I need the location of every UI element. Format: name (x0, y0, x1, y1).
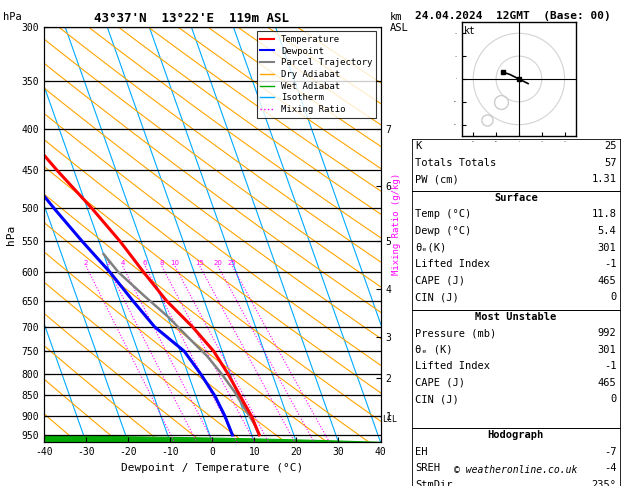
Text: 4: 4 (121, 260, 125, 266)
Text: Surface: Surface (494, 193, 538, 203)
Text: -4: -4 (604, 463, 616, 473)
Text: kt: kt (464, 26, 476, 36)
Y-axis label: hPa: hPa (6, 225, 16, 244)
Text: Temp (°C): Temp (°C) (415, 209, 471, 220)
Text: 6: 6 (143, 260, 147, 266)
Text: Lifted Index: Lifted Index (415, 259, 490, 269)
Text: 1.31: 1.31 (591, 174, 616, 185)
Text: 5.4: 5.4 (598, 226, 616, 236)
Text: Most Unstable: Most Unstable (475, 312, 557, 322)
Text: K: K (415, 141, 421, 152)
Text: Mixing Ratio (g/kg): Mixing Ratio (g/kg) (392, 173, 401, 275)
Text: StmDir: StmDir (415, 480, 453, 486)
Text: Lifted Index: Lifted Index (415, 361, 490, 371)
Text: CAPE (J): CAPE (J) (415, 378, 465, 388)
Text: 465: 465 (598, 276, 616, 286)
Text: 15: 15 (196, 260, 204, 266)
Text: Dewp (°C): Dewp (°C) (415, 226, 471, 236)
Text: Totals Totals: Totals Totals (415, 158, 496, 168)
Text: θₑ (K): θₑ (K) (415, 345, 453, 355)
Text: 2: 2 (84, 260, 88, 266)
Text: -1: -1 (604, 259, 616, 269)
Text: 992: 992 (598, 328, 616, 338)
Text: © weatheronline.co.uk: © weatheronline.co.uk (454, 465, 577, 475)
Text: LCL: LCL (382, 415, 397, 424)
Text: 25: 25 (604, 141, 616, 152)
Text: θₑ(K): θₑ(K) (415, 243, 447, 253)
Text: -1: -1 (604, 361, 616, 371)
Text: -7: -7 (604, 447, 616, 457)
Text: SREH: SREH (415, 463, 440, 473)
X-axis label: Dewpoint / Temperature (°C): Dewpoint / Temperature (°C) (121, 463, 303, 473)
Text: 20: 20 (213, 260, 223, 266)
Text: 465: 465 (598, 378, 616, 388)
Text: 11.8: 11.8 (591, 209, 616, 220)
Text: hPa: hPa (3, 12, 22, 22)
Text: 10: 10 (170, 260, 179, 266)
Text: ASL: ASL (390, 23, 409, 33)
Text: 301: 301 (598, 243, 616, 253)
Text: 25: 25 (228, 260, 237, 266)
Text: 235°: 235° (591, 480, 616, 486)
Legend: Temperature, Dewpoint, Parcel Trajectory, Dry Adiabat, Wet Adiabat, Isotherm, Mi: Temperature, Dewpoint, Parcel Trajectory… (257, 31, 376, 118)
Text: Hodograph: Hodograph (487, 430, 544, 440)
Text: 24.04.2024  12GMT  (Base: 00): 24.04.2024 12GMT (Base: 00) (415, 11, 611, 21)
Text: CIN (J): CIN (J) (415, 292, 459, 302)
Text: EH: EH (415, 447, 428, 457)
Text: 301: 301 (598, 345, 616, 355)
Text: 0: 0 (610, 394, 616, 404)
Text: 8: 8 (160, 260, 164, 266)
Text: 57: 57 (604, 158, 616, 168)
Text: km: km (390, 12, 403, 22)
Text: CAPE (J): CAPE (J) (415, 276, 465, 286)
Text: CIN (J): CIN (J) (415, 394, 459, 404)
Text: 43°37'N  13°22'E  119m ASL: 43°37'N 13°22'E 119m ASL (94, 12, 289, 25)
Text: 3: 3 (105, 260, 109, 266)
Text: PW (cm): PW (cm) (415, 174, 459, 185)
Text: 0: 0 (610, 292, 616, 302)
Text: Pressure (mb): Pressure (mb) (415, 328, 496, 338)
